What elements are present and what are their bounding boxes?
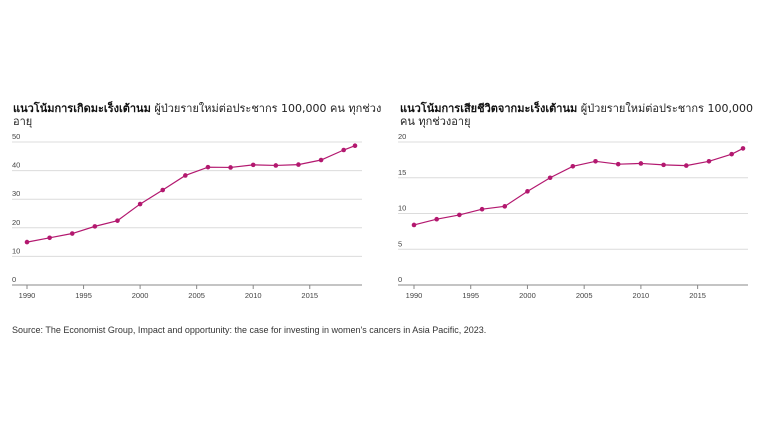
chart1-data-point xyxy=(24,239,30,245)
chart1-data-point xyxy=(115,218,120,223)
chart2-data-point xyxy=(615,161,621,167)
chart1-ytick-label: 20 xyxy=(12,218,20,227)
chart1-ytick-label: 10 xyxy=(12,246,20,255)
chart1-data-point xyxy=(352,143,358,149)
chart2-ytick-label: 15 xyxy=(398,168,406,177)
chart1-data-point xyxy=(228,165,233,170)
chart2-ytick-label: 10 xyxy=(398,204,406,213)
chart2-data-point xyxy=(706,159,712,164)
chart1-title: แนวโน้มการเกิดมะเร็งเต้านม ผู้ป่วยรายใหม… xyxy=(13,102,383,128)
chart1-data-point xyxy=(296,162,301,167)
chart2-xtick-label: 2005 xyxy=(576,291,593,300)
chart1-data-point xyxy=(250,162,256,168)
chart2-data-point xyxy=(638,161,644,166)
chart1-data-point xyxy=(92,224,98,229)
chart2-ytick-label: 0 xyxy=(398,275,402,284)
chart1-data-point xyxy=(341,147,346,153)
chart1-ytick-label: 50 xyxy=(12,132,20,141)
chart2-data-point xyxy=(661,162,666,168)
chart1-series-line xyxy=(26,145,356,243)
chart1-ytick-label: 40 xyxy=(12,161,20,170)
chart2-xtick-label: 2015 xyxy=(689,291,706,300)
chart2-xtick-label: 1990 xyxy=(406,291,423,300)
chart1-xtick-label: 2000 xyxy=(132,291,149,300)
chart2-data-point xyxy=(502,204,508,209)
chart1-xtick-label: 2005 xyxy=(188,291,205,300)
chart2-xtick-label: 2000 xyxy=(519,291,536,300)
chart1-xtick-label: 2010 xyxy=(245,291,262,300)
chart1-xtick-label: 1990 xyxy=(19,291,36,300)
chart1-data-point xyxy=(183,173,188,178)
chart1-data-point xyxy=(69,231,75,236)
chart2-ytick-label: 20 xyxy=(398,132,406,141)
source-note: Source: The Economist Group, Impact and … xyxy=(12,325,487,335)
chart2-title-main: แนวโน้มการเสียชีวิตจากมะเร็งเต้านม xyxy=(400,102,578,115)
chart2-data-point xyxy=(457,212,462,218)
chart2-data-point xyxy=(729,151,734,157)
chart2-data-point xyxy=(570,164,576,169)
chart2-data-point xyxy=(479,206,485,212)
chart2-data-point xyxy=(434,216,439,222)
chart1-xtick-label: 1995 xyxy=(75,291,92,300)
chart2-data-point xyxy=(525,189,530,194)
chart2-xtick-label: 1995 xyxy=(462,291,479,300)
chart2-ytick-label: 5 xyxy=(398,239,402,248)
chart1-data-point xyxy=(47,235,52,241)
chart1-title-main: แนวโน้มการเกิดมะเร็งเต้านม xyxy=(13,102,151,115)
chart2-subtitle: ผู้ป่วยรายใหม่ต่อประชากร 100,000 คน ทุกช… xyxy=(400,102,753,128)
chart1-data-point xyxy=(137,201,143,207)
chart1-data-point xyxy=(273,163,279,168)
chart2-data-point xyxy=(411,222,417,228)
chart2-data-point xyxy=(547,175,553,181)
chart2-data-point xyxy=(683,163,689,168)
chart1-subtitle: ผู้ป่วยรายใหม่ต่อประชากร 100,000 คน ทุกช… xyxy=(13,102,382,128)
chart1-ytick-label: 0 xyxy=(12,275,16,284)
chart1-data-point xyxy=(160,187,166,193)
chart1-xtick-label: 2015 xyxy=(301,291,318,300)
chart2-series-line xyxy=(413,147,744,226)
chart2-xtick-label: 2010 xyxy=(633,291,650,300)
chart2-data-point xyxy=(593,159,598,164)
chart2-data-point xyxy=(740,146,746,151)
chart1-data-point xyxy=(318,157,324,163)
chart2-title: แนวโน้มการเสียชีวิตจากมะเร็งเต้านม ผู้ป่… xyxy=(400,102,770,128)
chart1-data-point xyxy=(205,164,211,170)
chart1-ytick-label: 30 xyxy=(12,189,20,198)
